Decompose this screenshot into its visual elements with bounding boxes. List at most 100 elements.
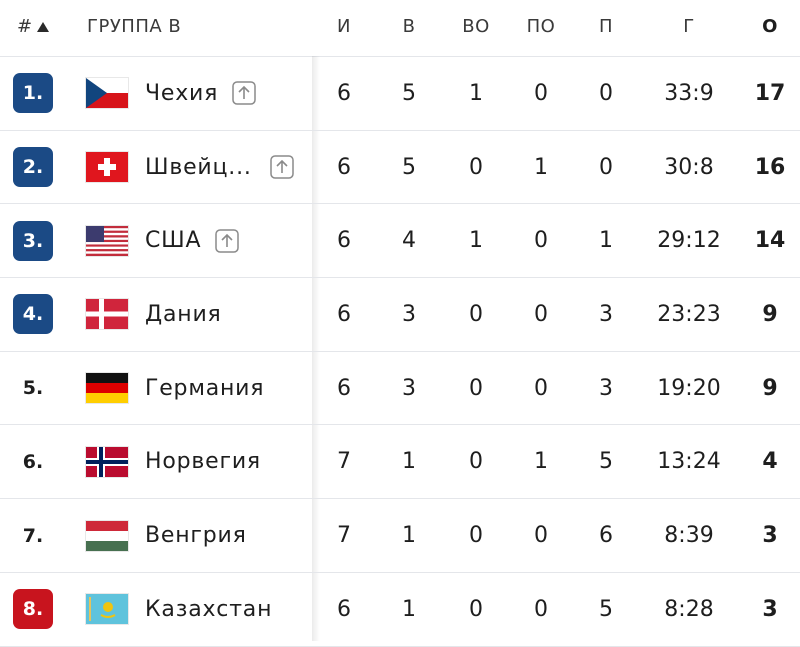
points-cell: 14 bbox=[754, 228, 786, 254]
stat-cell: 7 bbox=[337, 449, 351, 475]
header-col: О bbox=[762, 16, 778, 37]
rank-cell: 2. bbox=[13, 131, 53, 204]
team-name: Норвегия bbox=[145, 449, 261, 475]
flag-cell bbox=[86, 131, 128, 204]
stat-cell: 3 bbox=[402, 375, 416, 401]
rank-cell: 7. bbox=[13, 499, 53, 572]
team-name: Венгрия bbox=[145, 523, 247, 549]
flag-cell bbox=[86, 278, 128, 351]
header-col: ВО bbox=[462, 16, 490, 37]
rank-badge: 8. bbox=[13, 589, 53, 630]
stat-cell: 6 bbox=[337, 80, 351, 106]
rank-badge: 7. bbox=[22, 524, 44, 547]
stat-cell: 3 bbox=[599, 301, 613, 327]
sort-icon[interactable] bbox=[37, 22, 49, 32]
trend-icon bbox=[232, 81, 256, 106]
stat-cell: 0 bbox=[534, 228, 548, 254]
team-name: США bbox=[145, 228, 202, 254]
stat-cell: 6 bbox=[337, 154, 351, 180]
stat-cell: 0 bbox=[534, 596, 548, 622]
stat-cell: 8:39 bbox=[664, 523, 714, 549]
stat-cell: 30:8 bbox=[664, 154, 714, 180]
table-row[interactable]: 6. Норвегия 7 1 0 1 5 13:24 4 bbox=[0, 426, 800, 500]
table-row[interactable]: 3. США 6 4 1 0 1 29:12 14 bbox=[0, 204, 800, 279]
table-row[interactable]: 7. Венгрия 7 1 0 0 6 8:39 3 bbox=[0, 499, 800, 573]
points-cell: 3 bbox=[762, 523, 778, 549]
stat-cell: 1 bbox=[469, 80, 483, 106]
trend-icon bbox=[215, 228, 240, 253]
flag bbox=[86, 373, 128, 404]
flag bbox=[86, 520, 128, 551]
stat-cell: 3 bbox=[402, 301, 416, 327]
header-col: П bbox=[598, 16, 614, 37]
stat-cell: 5 bbox=[402, 154, 416, 180]
flag-cell bbox=[86, 573, 128, 646]
stat-cell: 0 bbox=[534, 375, 548, 401]
team-cell: США bbox=[145, 204, 240, 277]
flag-cell bbox=[86, 499, 128, 572]
stat-cell: 6 bbox=[337, 228, 351, 254]
points-cell: 17 bbox=[754, 80, 786, 106]
trend-icon bbox=[269, 155, 294, 179]
stat-cell: 6 bbox=[599, 523, 613, 549]
stat-cell: 0 bbox=[469, 449, 483, 475]
stat-cell: 0 bbox=[534, 80, 548, 106]
flag bbox=[86, 225, 128, 256]
stat-cell: 0 bbox=[469, 523, 483, 549]
team-cell: Венгрия bbox=[145, 499, 247, 572]
rank-cell: 5. bbox=[13, 352, 53, 425]
stat-cell: 0 bbox=[469, 375, 483, 401]
header-col: Г bbox=[683, 16, 695, 37]
table-row[interactable]: 2. Швейц... 6 5 0 1 0 30:8 16 bbox=[0, 131, 800, 205]
points-cell: 4 bbox=[762, 449, 778, 475]
stat-cell: 6 bbox=[337, 596, 351, 622]
points-cell: 9 bbox=[762, 375, 778, 401]
stat-cell: 3 bbox=[599, 375, 613, 401]
points-cell: 3 bbox=[762, 596, 778, 622]
rank-cell: 4. bbox=[13, 278, 53, 351]
header-rank: # bbox=[17, 16, 33, 37]
team-name: Дания bbox=[145, 301, 222, 327]
trend-up-icon bbox=[269, 155, 294, 179]
points-cell: 9 bbox=[762, 301, 778, 327]
team-name: Казахстан bbox=[145, 596, 273, 622]
stat-cell: 5 bbox=[402, 80, 416, 106]
team-cell: Казахстан bbox=[145, 573, 272, 646]
table-row[interactable]: 8. Казахстан 6 1 0 0 5 8:28 3 bbox=[0, 573, 800, 647]
header-group: ГРУППА В bbox=[87, 16, 182, 37]
flag-cell bbox=[86, 426, 128, 499]
team-cell: Дания bbox=[145, 278, 222, 351]
flag-cell bbox=[86, 57, 128, 130]
header-col: В bbox=[402, 16, 416, 37]
stat-cell: 0 bbox=[469, 596, 483, 622]
rank-cell: 3. bbox=[13, 204, 53, 277]
stat-cell: 4 bbox=[402, 228, 416, 254]
trend-up-icon bbox=[232, 81, 256, 106]
table-row[interactable]: 4. Дания 6 3 0 0 3 23:23 9 bbox=[0, 278, 800, 352]
rank-cell: 6. bbox=[13, 426, 53, 499]
table-row[interactable]: 5. Германия 6 3 0 0 3 19:20 9 bbox=[0, 352, 800, 426]
team-name: Германия bbox=[145, 375, 265, 401]
table-row[interactable]: 1. Чехия 6 5 1 0 0 33:9 17 bbox=[0, 57, 800, 131]
rank-badge: 2. bbox=[13, 147, 53, 188]
rank-badge: 5. bbox=[22, 377, 44, 400]
stat-cell: 1 bbox=[402, 596, 416, 622]
stat-cell: 0 bbox=[469, 154, 483, 180]
rank-badge: 4. bbox=[13, 294, 53, 335]
team-cell: Норвегия bbox=[145, 426, 261, 499]
flag bbox=[86, 594, 128, 625]
flag bbox=[86, 152, 128, 183]
stat-cell: 0 bbox=[599, 80, 613, 106]
stat-cell: 1 bbox=[534, 449, 548, 475]
trend-up-icon bbox=[215, 228, 240, 253]
rank-badge: 6. bbox=[22, 450, 44, 473]
sticky-shadow bbox=[312, 56, 320, 641]
header-row bbox=[0, 0, 800, 57]
team-name: Чехия bbox=[145, 80, 219, 106]
stat-cell: 5 bbox=[599, 449, 613, 475]
stat-cell: 6 bbox=[337, 301, 351, 327]
stat-cell: 8:28 bbox=[664, 596, 714, 622]
stat-cell: 0 bbox=[534, 301, 548, 327]
flag-cell bbox=[86, 352, 128, 425]
stat-cell: 5 bbox=[599, 596, 613, 622]
